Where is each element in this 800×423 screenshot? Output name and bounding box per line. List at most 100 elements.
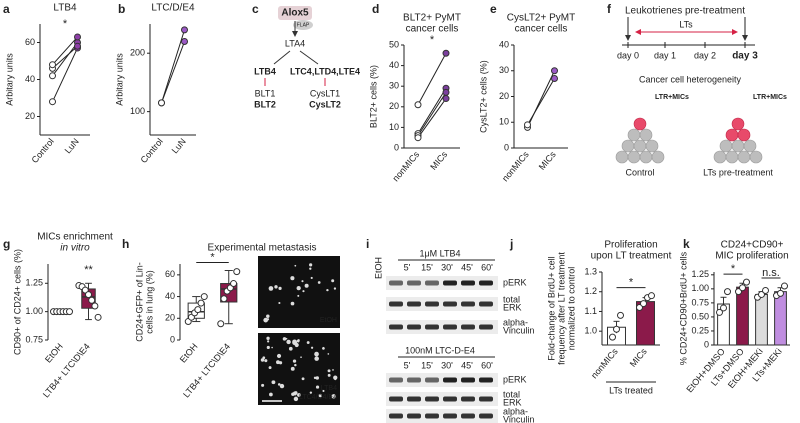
cell-spot: [309, 267, 312, 270]
band: [443, 413, 457, 419]
cell-spot: [313, 376, 317, 380]
cell-spot: [266, 314, 270, 318]
cell-spot: [315, 376, 319, 380]
y-tick-label: 1.0: [584, 326, 597, 336]
data-point: [524, 121, 531, 129]
image-label: EtOH: [320, 317, 337, 324]
data-point: [781, 282, 788, 290]
row-label: alpha-: [503, 317, 528, 327]
time-label: 45': [461, 360, 473, 370]
data-point: [49, 72, 56, 80]
cell: [627, 128, 641, 142]
chart-title: in vitro: [60, 243, 90, 254]
y-tick-label: 40: [165, 291, 175, 301]
cell: [737, 150, 751, 164]
band: [443, 324, 457, 330]
time-label: 5': [404, 262, 411, 272]
chart-title: upon LT treatment: [591, 251, 672, 262]
cell-spot: [266, 336, 270, 341]
vehicle-label: EtOH: [373, 257, 383, 279]
lts-label: LTs: [679, 19, 693, 29]
chart-title: LTB4: [53, 3, 77, 14]
cell-spot: [294, 264, 297, 267]
cell-spot: [291, 392, 295, 396]
treatment-label: 1μM LTB4: [419, 248, 460, 258]
pathway-arrow: [273, 50, 291, 65]
panel-letter: g: [3, 237, 10, 251]
pathway-node: Alox5: [281, 8, 309, 19]
band: [425, 301, 439, 307]
cell-spot: [322, 389, 325, 393]
panel-letter: j: [509, 237, 513, 251]
cell-spot: [276, 360, 280, 365]
cell-spot: [314, 351, 319, 357]
cell-spot: [267, 340, 270, 343]
data-point: [230, 280, 238, 288]
cell-spot: [296, 285, 301, 291]
band: [407, 377, 421, 383]
image-label: LTB4: [321, 385, 337, 392]
y-tick-label: 0: [504, 142, 509, 152]
cell: [639, 150, 653, 164]
band: [479, 413, 493, 419]
y-axis-label: Arbitary units: [4, 53, 14, 106]
pair-line: [161, 29, 185, 104]
data-point: [739, 284, 746, 292]
y-tick-label: 60: [165, 269, 175, 279]
row-label: Vinculin: [503, 414, 534, 423]
flap-box: [293, 20, 313, 30]
cell: [621, 139, 635, 153]
pair-line: [417, 92, 447, 136]
panel-letter: e: [490, 2, 497, 16]
y-axis-label: normalized to control: [566, 267, 576, 351]
data-point: [233, 268, 241, 276]
alox5-box: [278, 6, 312, 20]
data-point: [609, 333, 616, 341]
cell-spot: [293, 396, 299, 402]
data-point: [74, 33, 81, 41]
data-point: [66, 308, 73, 316]
time-label: 45': [461, 262, 473, 272]
x-tick-label: Control: [30, 136, 56, 165]
y-tick-label: 50: [389, 39, 399, 49]
cell-spot: [301, 377, 305, 381]
band: [389, 377, 403, 383]
data-point: [91, 302, 99, 310]
cell-spot: [288, 346, 293, 351]
chart-title: CD24+CD90+: [721, 240, 784, 251]
x-tick-label: nonMICs: [500, 149, 531, 183]
data-point: [551, 74, 558, 82]
significance-label: **: [84, 264, 93, 276]
mics-label: LTR+MICs: [753, 94, 787, 101]
band: [425, 280, 439, 286]
data-point: [551, 67, 558, 75]
cell-spot: [279, 383, 285, 389]
y-tick-label: 1.3: [584, 266, 597, 276]
pathway-node: CysLT2: [309, 99, 341, 109]
y-tick-label: 1.25: [25, 278, 43, 288]
band: [461, 301, 475, 307]
cell-spot: [297, 393, 301, 397]
blot-strip: [386, 320, 498, 334]
y-tick-label: 40: [389, 60, 399, 70]
y-axis-label: CD24+GFP+ of Lin-: [134, 262, 144, 342]
data-point: [720, 304, 727, 312]
blot-strip: [386, 409, 498, 423]
cell-spot: [294, 342, 299, 348]
x-tick-label: LuN: [63, 136, 81, 155]
data-point: [777, 289, 784, 297]
x-tick-label: MICs: [428, 149, 449, 172]
y-tick-label: 1.1: [584, 306, 597, 316]
cell-spot: [331, 394, 336, 399]
cell-spot: [306, 341, 310, 344]
timeline-title: Leukotrienes pre-treatment: [625, 6, 745, 17]
y-tick-label: 30: [499, 65, 509, 75]
pair-line: [161, 41, 185, 104]
pathway-node: LTA4: [285, 38, 305, 48]
data-point: [200, 293, 208, 301]
band: [443, 377, 457, 383]
data-point: [716, 308, 723, 316]
y-tick-label: 0.50: [691, 311, 709, 321]
y-tick-label: 10: [499, 117, 509, 127]
cell-spot: [309, 391, 313, 394]
